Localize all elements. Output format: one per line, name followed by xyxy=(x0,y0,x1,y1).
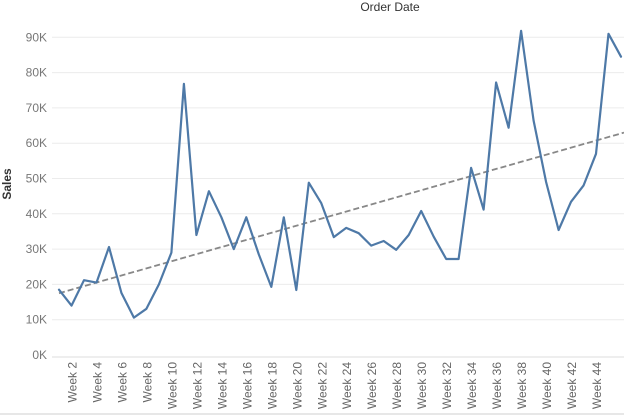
x-tick-label: Week 44 xyxy=(590,362,604,409)
x-tick-label: Week 30 xyxy=(415,362,429,409)
x-tick-label: Week 18 xyxy=(265,362,279,409)
x-tick-label: Week 42 xyxy=(565,362,579,409)
y-tick-label: 70K xyxy=(26,101,47,115)
x-tick-label: Week 32 xyxy=(440,362,454,409)
y-tick-label: 10K xyxy=(26,313,47,327)
x-tick-label: Week 22 xyxy=(315,362,329,409)
x-tick-label: Week 26 xyxy=(365,362,379,409)
x-tick-label: Week 6 xyxy=(115,362,129,403)
x-axis-ticks: Week 2 Week 4 Week 6 Week 8 Week 10 Week 12 We… xyxy=(65,362,604,409)
x-tick-label: Week 8 xyxy=(140,362,154,403)
x-tick-label: Week 16 xyxy=(240,362,254,409)
trend-line-group xyxy=(58,131,624,295)
x-tick-label: Week 4 xyxy=(90,362,104,403)
x-tick-label: Week 36 xyxy=(490,362,504,409)
x-tick-label: Week 34 xyxy=(465,362,479,409)
y-tick-label: 0K xyxy=(32,348,47,362)
y-tick-label: 80K xyxy=(26,66,47,80)
y-tick-label: 60K xyxy=(26,136,47,150)
y-axis-label: Sales xyxy=(0,168,14,200)
y-tick-label: 90K xyxy=(26,30,47,44)
x-tick-label: Week 28 xyxy=(390,362,404,409)
x-tick-label: Week 20 xyxy=(290,362,304,409)
x-tick-label: Week 2 xyxy=(65,362,79,403)
y-tick-label: 40K xyxy=(26,207,47,221)
x-tick-label: Week 14 xyxy=(215,362,229,409)
y-axis-ticks: 0K 10K 20K 30K 40K 50K 60K 70K 80K 90K xyxy=(26,30,47,362)
y-tick-label: 50K xyxy=(26,172,47,186)
y-tick-label: 20K xyxy=(26,277,47,291)
sales-series-line xyxy=(57,29,623,319)
gridlines xyxy=(0,36,624,415)
chart-title: Order Date xyxy=(360,0,420,14)
y-tick-label: 30K xyxy=(26,242,47,256)
x-tick-label: Week 24 xyxy=(340,362,354,409)
x-tick-label: Week 38 xyxy=(515,362,529,409)
x-tick-label: Week 12 xyxy=(190,362,204,409)
trend-line xyxy=(58,131,624,295)
series-group xyxy=(57,29,623,319)
x-tick-label: Week 40 xyxy=(540,362,554,409)
x-tick-label: Week 10 xyxy=(165,362,179,409)
